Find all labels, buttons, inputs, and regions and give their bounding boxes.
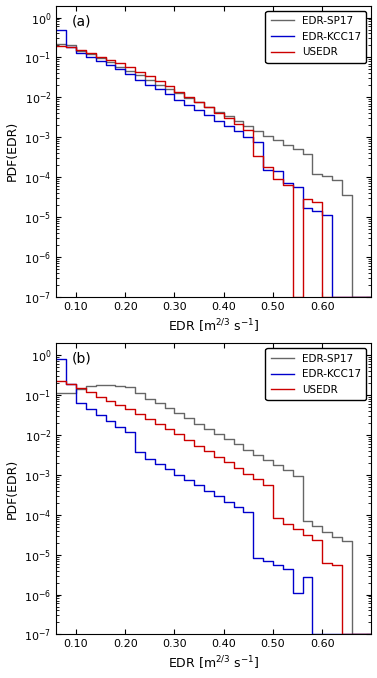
EDR-SP17 — [54, 40, 58, 48]
EDR-KCC17 — [133, 447, 137, 456]
USEDR — [54, 42, 58, 50]
Line: EDR-KCC17: EDR-KCC17 — [56, 359, 371, 635]
EDR-SP17 — [123, 382, 127, 390]
USEDR — [133, 410, 137, 418]
EDR-KCC17 — [113, 65, 118, 73]
USEDR — [84, 384, 88, 392]
EDR-KCC17 — [84, 49, 88, 57]
EDR-KCC17 — [133, 75, 137, 83]
EDR-KCC17 — [84, 399, 88, 407]
EDR-KCC17 — [369, 293, 374, 301]
USEDR — [369, 293, 374, 301]
Line: EDR-KCC17: EDR-KCC17 — [56, 30, 371, 297]
EDR-KCC17 — [113, 423, 118, 431]
EDR-SP17 — [84, 47, 88, 55]
EDR-KCC17 — [54, 355, 58, 363]
EDR-KCC17 — [310, 631, 315, 639]
USEDR — [133, 68, 137, 76]
EDR-SP17 — [84, 385, 88, 393]
Line: USEDR: USEDR — [56, 380, 371, 635]
USEDR — [241, 120, 246, 128]
USEDR — [241, 464, 246, 472]
EDR-KCC17 — [330, 293, 334, 301]
X-axis label: EDR [m$^{2/3}$ s$^{-1}$]: EDR [m$^{2/3}$ s$^{-1}$] — [168, 655, 260, 673]
EDR-SP17 — [133, 71, 137, 79]
Line: EDR-SP17: EDR-SP17 — [56, 44, 371, 297]
USEDR — [202, 103, 206, 111]
EDR-KCC17 — [241, 127, 246, 136]
Y-axis label: PDF(EDR): PDF(EDR) — [6, 459, 18, 519]
EDR-KCC17 — [202, 111, 206, 119]
EDR-SP17 — [320, 527, 325, 536]
EDR-KCC17 — [241, 503, 246, 511]
USEDR — [54, 376, 58, 384]
USEDR — [290, 293, 295, 301]
USEDR — [113, 59, 118, 67]
EDR-SP17 — [113, 63, 118, 71]
USEDR — [113, 401, 118, 410]
EDR-KCC17 — [54, 26, 58, 34]
Legend: EDR-SP17, EDR-KCC17, USEDR: EDR-SP17, EDR-KCC17, USEDR — [265, 11, 366, 62]
EDR-SP17 — [369, 631, 374, 639]
EDR-SP17 — [320, 170, 325, 178]
Legend: EDR-SP17, EDR-KCC17, USEDR: EDR-SP17, EDR-KCC17, USEDR — [265, 348, 366, 400]
Line: USEDR: USEDR — [56, 46, 371, 297]
Line: EDR-SP17: EDR-SP17 — [56, 385, 371, 635]
USEDR — [320, 293, 325, 301]
X-axis label: EDR [m$^{2/3}$ s$^{-1}$]: EDR [m$^{2/3}$ s$^{-1}$] — [168, 317, 260, 335]
USEDR — [84, 46, 88, 54]
EDR-SP17 — [241, 445, 246, 454]
EDR-SP17 — [349, 293, 354, 301]
Y-axis label: PDF(EDR): PDF(EDR) — [6, 121, 18, 181]
EDR-KCC17 — [320, 207, 325, 215]
USEDR — [340, 631, 344, 639]
USEDR — [320, 536, 325, 544]
EDR-SP17 — [93, 381, 98, 389]
EDR-KCC17 — [369, 631, 374, 639]
EDR-KCC17 — [202, 487, 206, 495]
EDR-SP17 — [143, 389, 147, 397]
EDR-SP17 — [211, 425, 216, 433]
EDR-SP17 — [369, 293, 374, 301]
Text: (b): (b) — [72, 352, 92, 366]
EDR-SP17 — [349, 631, 354, 639]
Text: (a): (a) — [72, 14, 92, 28]
EDR-SP17 — [241, 117, 246, 125]
USEDR — [369, 631, 374, 639]
EDR-SP17 — [54, 389, 58, 397]
EDR-SP17 — [202, 103, 206, 111]
EDR-KCC17 — [320, 631, 325, 639]
USEDR — [202, 447, 206, 456]
